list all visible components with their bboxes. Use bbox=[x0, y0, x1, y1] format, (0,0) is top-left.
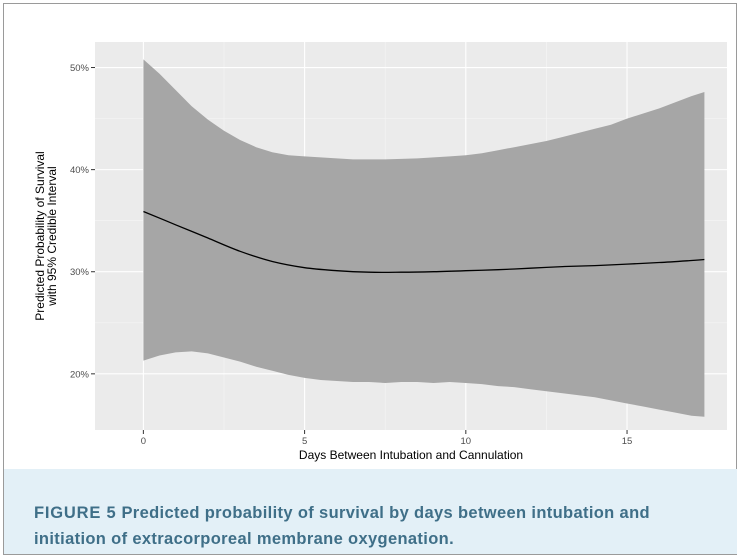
y-tick-label: 20% bbox=[70, 369, 90, 380]
x-tick-label: 10 bbox=[461, 436, 472, 447]
y-axis-label: Predicted Probability of Survival with 9… bbox=[33, 151, 59, 320]
credible-interval-band bbox=[143, 59, 705, 417]
y-axis-label-line1: Predicted Probability of Survival bbox=[33, 151, 47, 320]
x-tick-label: 15 bbox=[622, 436, 633, 447]
x-tick-label: 0 bbox=[141, 436, 146, 447]
figure-caption-box: FIGURE 5 Predicted probability of surviv… bbox=[4, 469, 737, 554]
x-axis: 0 5 10 15 bbox=[141, 430, 633, 447]
x-tick-label: 5 bbox=[302, 436, 307, 447]
y-tick-label: 30% bbox=[70, 267, 90, 278]
x-axis-label: Days Between Intubation and Cannulation bbox=[299, 448, 523, 462]
figure-caption: FIGURE 5 Predicted probability of surviv… bbox=[34, 500, 724, 552]
figure-caption-text: Predicted probability of survival by day… bbox=[34, 504, 650, 548]
predicted-probability-line bbox=[143, 210, 705, 274]
y-axis: 20% 30% 40% 50% bbox=[70, 63, 95, 380]
figure-label: FIGURE 5 bbox=[34, 504, 117, 522]
y-tick-label: 50% bbox=[70, 63, 90, 74]
y-tick-label: 40% bbox=[70, 165, 90, 176]
survival-chart: 20% 30% 40% 50% 0 5 10 15 Days Between Intubat… bbox=[33, 42, 727, 462]
y-axis-label-line2: with 95% Credible Interval bbox=[45, 166, 59, 306]
